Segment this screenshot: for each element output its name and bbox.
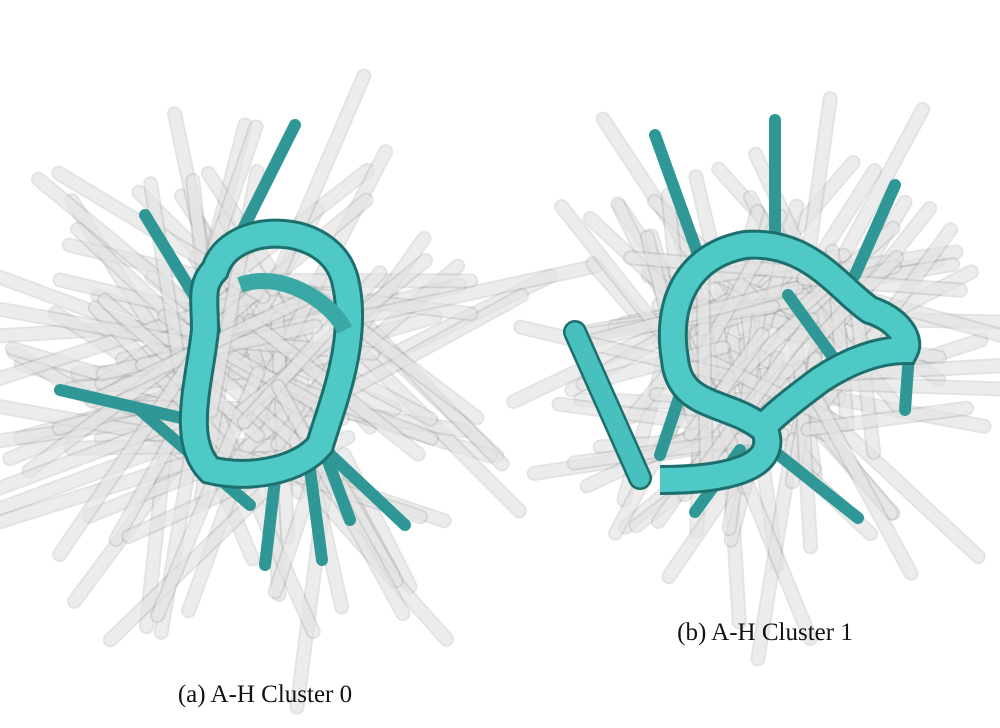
caption: (b) A-H Cluster 1 bbox=[677, 619, 853, 646]
ghost-rod bbox=[703, 278, 707, 481]
ghost-rods bbox=[0, 76, 1000, 707]
page: (a) A-H Cluster 0 (b) A-H Cluster 1 (() … bbox=[0, 0, 1000, 728]
ghost-rod bbox=[822, 411, 978, 556]
figure: (a) A-H Cluster 0 (b) A-H Cluster 1 bbox=[0, 0, 1000, 728]
caption: (a) A-H Cluster 0 bbox=[178, 681, 352, 708]
